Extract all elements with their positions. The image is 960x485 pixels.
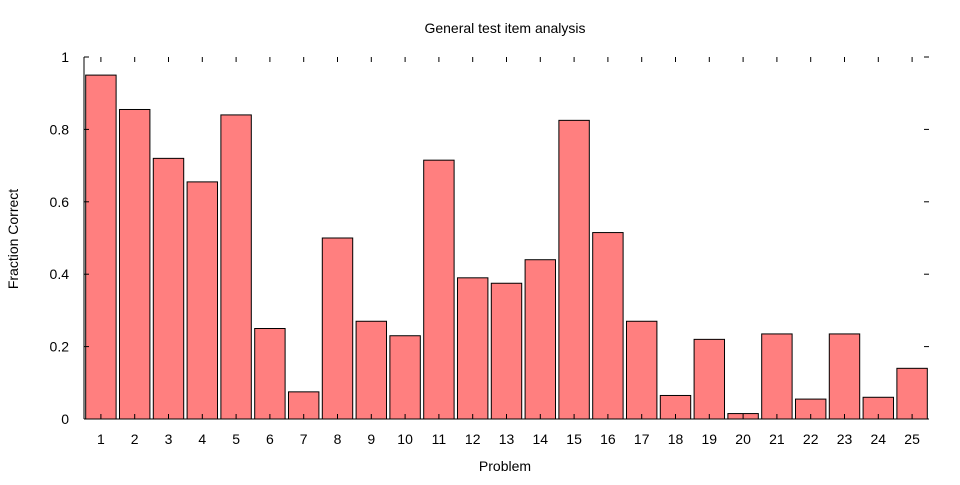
x-tick-label: 19 <box>702 431 718 447</box>
x-tick-label: 13 <box>499 431 515 447</box>
x-tick-label: 7 <box>300 431 308 447</box>
x-tick-label: 16 <box>600 431 616 447</box>
x-tick-label: 12 <box>465 431 481 447</box>
bar <box>456 277 489 420</box>
bar <box>524 259 557 420</box>
x-tick-label: 18 <box>668 431 684 447</box>
x-tick-label: 25 <box>904 431 920 447</box>
y-tick-label: 0 <box>61 411 69 427</box>
x-tick-label: 4 <box>198 431 206 447</box>
bar <box>592 232 624 420</box>
plot-area: 1 2 3 4 5 6 7 8 9 10 11 12 13 14 15 16 17 18 19 20 21 22 23 24 2… <box>50 49 929 447</box>
y-tick-label: 0.4 <box>50 266 70 282</box>
x-axis-label: Problem <box>479 458 531 474</box>
bar <box>693 338 726 420</box>
bar <box>254 328 286 420</box>
x-tick-label: 14 <box>533 431 549 447</box>
x-tick-label: 17 <box>634 431 650 447</box>
bar <box>118 108 151 420</box>
bar <box>389 335 421 420</box>
x-tick-label: 8 <box>334 431 342 447</box>
x-tick-label: 15 <box>566 431 582 447</box>
x-tick-label: 11 <box>432 431 447 447</box>
y-axis-label: Fraction Correct <box>5 189 21 289</box>
x-tick-label: 6 <box>266 431 274 447</box>
bar <box>625 320 658 420</box>
bar <box>355 320 388 420</box>
bar <box>85 74 117 420</box>
x-tick-label: 2 <box>131 431 139 447</box>
bar <box>761 333 793 420</box>
x-tick-label: 20 <box>735 431 751 447</box>
x-tick-label: 3 <box>165 431 173 447</box>
y-tick-label: 1 <box>61 49 69 65</box>
x-tick-label: 10 <box>397 431 413 447</box>
x-tick-label: 23 <box>837 431 853 447</box>
bar <box>220 114 252 420</box>
bar <box>490 282 523 420</box>
x-tick-label: 9 <box>367 431 375 447</box>
x-tick-label: 5 <box>232 431 240 447</box>
bar <box>896 367 928 420</box>
x-tick-label: 21 <box>769 431 785 447</box>
bar <box>321 237 354 420</box>
chart-title: General test item analysis <box>424 20 585 36</box>
y-tick-label: 0.2 <box>50 339 70 355</box>
bar <box>558 119 590 420</box>
bar <box>423 159 455 420</box>
y-tick-label: 0.8 <box>50 121 70 137</box>
x-tick-label: 24 <box>871 431 887 447</box>
x-tick-label: 1 <box>97 431 105 447</box>
bar <box>828 333 861 420</box>
x-tick-label: 22 <box>803 431 819 447</box>
y-tick-label: 0.6 <box>50 194 70 210</box>
bar <box>186 181 219 420</box>
bar <box>152 157 185 420</box>
